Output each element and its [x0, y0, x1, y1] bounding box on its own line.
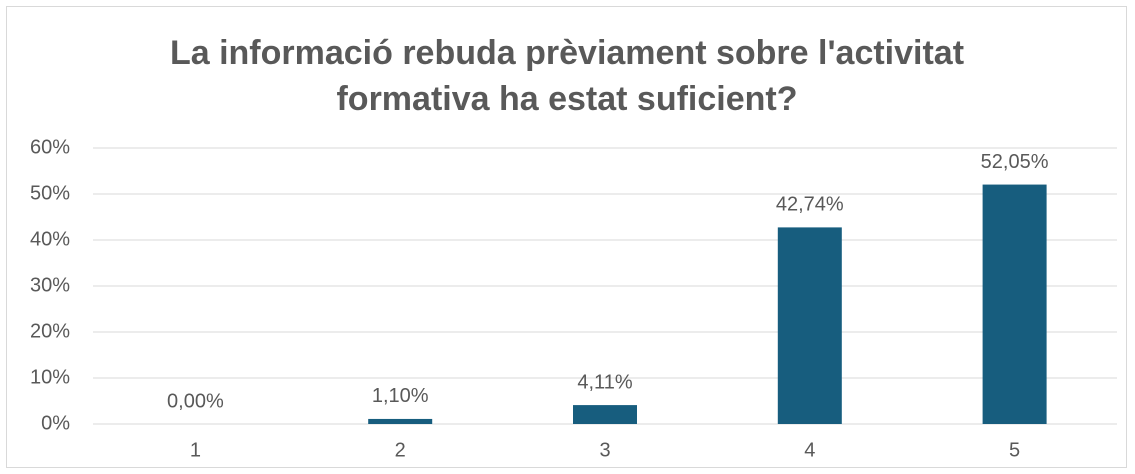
- chart-frame: [6, 6, 1127, 468]
- data-label: 52,05%: [981, 151, 1049, 173]
- y-tick-label: 20%: [30, 320, 70, 342]
- bar: [573, 405, 637, 424]
- bar: [368, 418, 433, 424]
- y-tick-label: 50%: [30, 182, 70, 204]
- y-tick-label: 60%: [30, 136, 70, 158]
- x-tick-label: 3: [599, 439, 610, 461]
- data-label: 0,00%: [167, 390, 224, 412]
- y-tick-label: 40%: [30, 228, 70, 250]
- y-tick-label: 10%: [30, 366, 70, 388]
- chart-title: La informació rebuda prèviament sobre l'…: [169, 34, 965, 118]
- data-label: 42,74%: [776, 194, 844, 216]
- x-tick-label: 2: [395, 439, 406, 461]
- data-label: 1,10%: [372, 385, 429, 407]
- y-tick-label: 0%: [41, 412, 70, 434]
- x-tick-label: 4: [804, 439, 815, 461]
- bar: [982, 184, 1047, 424]
- y-tick-label: 30%: [30, 274, 70, 296]
- data-label: 4,11%: [577, 371, 632, 393]
- bar: [777, 227, 842, 424]
- x-tick-label: 1: [190, 439, 201, 461]
- x-tick-label: 5: [1009, 439, 1020, 461]
